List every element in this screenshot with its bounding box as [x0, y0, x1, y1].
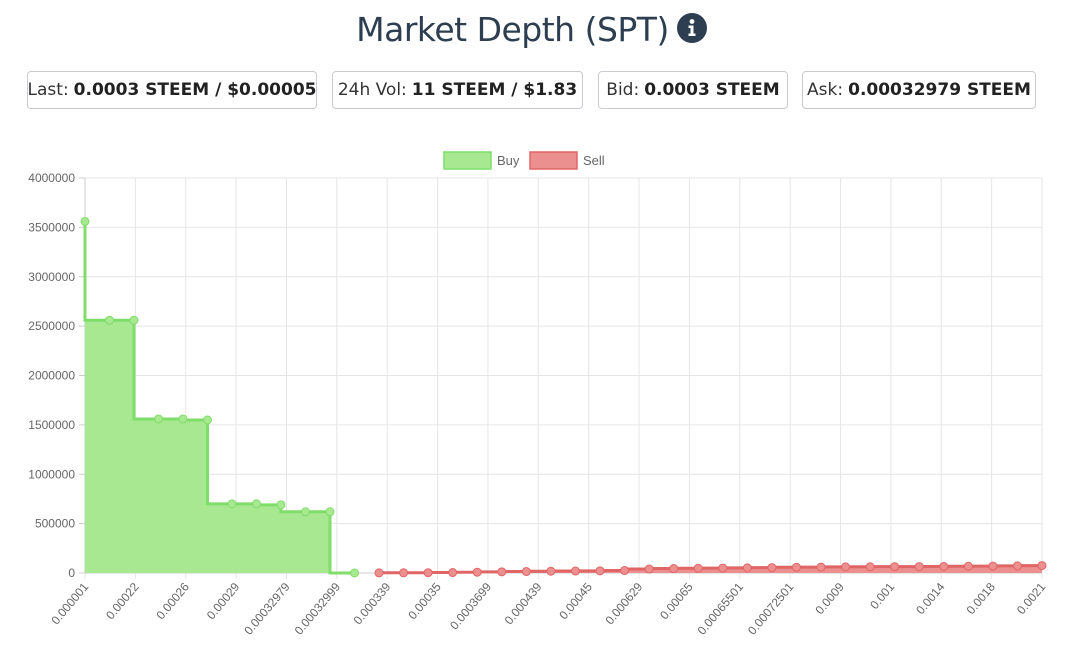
title-text: Market Depth (SPT) — [356, 10, 669, 49]
page-title: Market Depth (SPT) — [0, 8, 1063, 49]
sell-point — [595, 566, 605, 576]
y-tick-label: 4000000 — [28, 171, 75, 185]
sell-point — [816, 562, 826, 572]
sell-point — [963, 561, 973, 571]
y-tick-label: 1500000 — [28, 418, 75, 432]
x-tick-label: 0.00022 — [103, 580, 142, 622]
x-tick-label: 0.0003699 — [447, 580, 494, 633]
info-circle-icon[interactable] — [676, 12, 707, 43]
sell-point — [1012, 561, 1022, 571]
x-tick-label: 0.000339 — [351, 580, 394, 628]
sell-point — [718, 563, 728, 573]
x-tick-label: 0.00035 — [405, 580, 444, 622]
x-tick-label: 0.00029 — [204, 580, 243, 622]
buy-point — [105, 315, 114, 325]
x-tick-label: 0.00032999 — [292, 580, 344, 638]
sell-point — [521, 567, 531, 577]
sell-point — [448, 568, 458, 578]
sell-point — [767, 563, 777, 573]
legend-buy-label: Buy — [497, 153, 520, 168]
x-tick-label: 0.000629 — [602, 580, 645, 628]
stat-24h-volume: 24h Vol: 11 STEEM / $1.83 — [332, 71, 583, 109]
sell-point — [374, 568, 384, 578]
x-tick-label: 0.00065501 — [695, 580, 747, 638]
sell-point — [620, 566, 630, 576]
buy-point — [325, 507, 335, 517]
y-tick-label: 3500000 — [28, 220, 75, 234]
sell-point — [669, 564, 679, 574]
x-tick-label: 0.00045 — [556, 580, 595, 622]
sell-point — [742, 563, 752, 573]
y-tick-label: 1000000 — [28, 467, 75, 481]
legend-sell-label: Sell — [583, 153, 605, 168]
x-tick-label: 0.0009 — [813, 580, 848, 617]
x-tick-label: 0.00065 — [657, 580, 696, 622]
stat-vol-label: 24h Vol: — [337, 80, 407, 100]
stat-ask: Ask: 0.00032979 STEEM — [802, 71, 1036, 109]
legend: Buy Sell — [443, 151, 605, 170]
sell-point — [570, 566, 580, 576]
stat-last-label: Last: — [27, 80, 69, 100]
sell-point — [890, 562, 900, 572]
sell-point — [1037, 561, 1047, 571]
y-tick-label: 2500000 — [28, 319, 75, 333]
stat-bid-value: 0.0003 STEEM — [644, 80, 780, 100]
x-tick-label: 0.0018 — [964, 580, 999, 617]
y-tick-label: 3000000 — [28, 270, 75, 284]
x-tick-label: 0.000001 — [48, 580, 91, 628]
sell-point — [914, 562, 924, 572]
stat-last-value: 0.0003 STEEM / $0.00005 — [73, 80, 317, 100]
stat-ask-label: Ask: — [807, 80, 844, 100]
y-tick-label: 0 — [68, 566, 75, 580]
legend-buy-swatch — [443, 151, 492, 170]
y-tick-label: 500000 — [35, 517, 75, 531]
sell-point — [791, 562, 801, 572]
stat-vol-value: 11 STEEM / $1.83 — [411, 80, 578, 100]
x-tick-label: 0.00072501 — [745, 580, 797, 638]
buy-point — [80, 216, 90, 226]
sell-point — [939, 561, 949, 571]
sell-point — [693, 563, 703, 573]
buy-area — [85, 221, 355, 573]
stat-bid-label: Bid: — [606, 80, 640, 100]
buy-point — [129, 315, 139, 325]
buy-point — [276, 500, 286, 510]
x-tick-label: 0.0014 — [913, 580, 948, 617]
sell-point — [988, 561, 998, 571]
x-tick-label: 0.00032979 — [241, 580, 293, 638]
sell-point — [644, 564, 654, 574]
sell-point — [865, 562, 875, 572]
legend-sell-swatch — [529, 151, 578, 170]
buy-point — [301, 507, 310, 517]
buy-point — [252, 499, 261, 509]
x-tick-label: 0.00026 — [153, 580, 192, 622]
sell-point — [423, 568, 433, 578]
buy-point — [227, 499, 237, 509]
stat-ask-value: 0.00032979 STEEM — [848, 80, 1031, 100]
sell-point — [497, 567, 507, 577]
sell-point — [841, 562, 851, 572]
x-tick-label: 0.001 — [867, 580, 897, 612]
market-depth-chart[interactable]: 0 500000 1000000 1500000 2000000 2500000 30000… — [0, 140, 1091, 655]
buy-point — [203, 415, 212, 425]
sell-point — [472, 567, 482, 577]
stat-last: Last: 0.0003 STEEM / $0.00005 — [27, 71, 317, 109]
x-tick-label: 0.000439 — [502, 580, 545, 628]
buy-point — [350, 568, 359, 578]
stat-bid: Bid: 0.0003 STEEM — [598, 71, 788, 109]
x-tick-label: 0.0021 — [1014, 580, 1049, 617]
y-tick-label: 2000000 — [28, 369, 75, 383]
sell-point — [399, 568, 409, 578]
buy-point — [154, 414, 163, 424]
sell-point — [546, 566, 556, 576]
buy-point — [178, 414, 188, 424]
